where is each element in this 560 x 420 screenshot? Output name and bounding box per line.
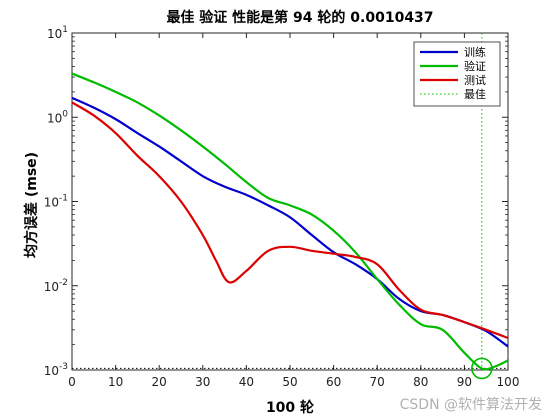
chart-title: 最佳 验证 性能是第 94 轮的 0.0010437 (166, 9, 433, 26)
x-tick-label: 40 (239, 375, 254, 389)
x-tick-label: 0 (68, 375, 76, 389)
x-tick-label: 60 (326, 375, 341, 389)
x-tick-label: 90 (457, 375, 472, 389)
x-tick-label: 20 (152, 375, 167, 389)
y-axis-label: 均方误差 (mse) (23, 152, 40, 258)
legend-label: 测试 (464, 74, 486, 87)
y-tick-label: 101 (47, 25, 68, 41)
series-line (71, 72, 509, 371)
series-line (71, 101, 509, 340)
x-tick-label: 10 (108, 375, 123, 389)
y-tick-label: 10-2 (44, 278, 68, 294)
y-tick-label: 100 (47, 109, 68, 125)
legend-label: 验证 (464, 59, 486, 73)
watermark: CSDN @软件算法开发 (399, 397, 542, 413)
x-tick-label: 80 (413, 375, 428, 389)
best-marker (471, 357, 493, 380)
y-tick-label: 10-1 (44, 194, 68, 210)
legend-label: 最佳 (464, 87, 486, 101)
legend-label: 训练 (464, 45, 486, 59)
x-tick-label: 100 (497, 375, 520, 389)
y-tick-label: 10-3 (44, 362, 68, 378)
x-tick-label: 50 (282, 375, 297, 389)
x-tick-label: 70 (370, 375, 385, 389)
x-axis-label: 100 轮 (266, 399, 314, 416)
x-tick-label: 30 (195, 375, 210, 389)
